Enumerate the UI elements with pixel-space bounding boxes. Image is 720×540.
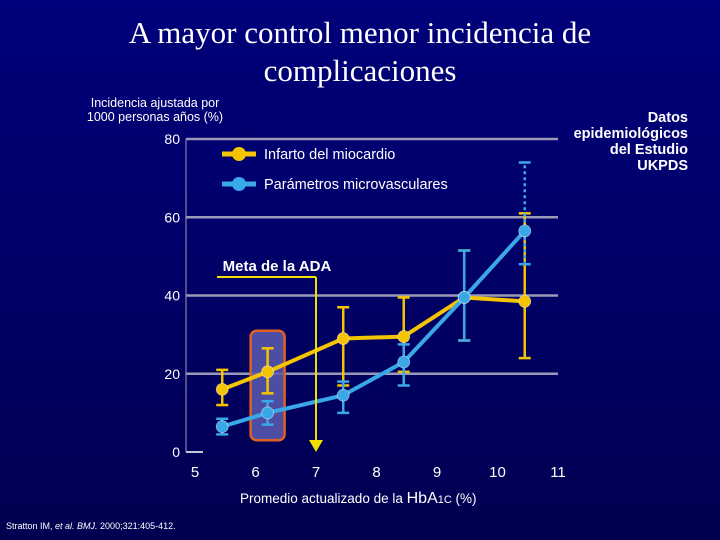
source-note: Datos epidemiológicos del Estudio UKPDS [538, 110, 688, 174]
data-point-microvascular-0 [215, 420, 229, 433]
citation-details: 2000;321:405-412. [97, 521, 176, 531]
x-axis-label-unit: (%) [451, 491, 477, 506]
data-point-infarto-2 [336, 332, 350, 345]
source-line-4: UKPDS [637, 158, 688, 174]
data-point-infarto-3 [397, 330, 411, 343]
data-point-infarto-0 [215, 382, 229, 396]
source-line-3: del Estudio [609, 142, 688, 158]
citation: Stratton IM, et al. BMJ. 2000;321:405-41… [6, 521, 176, 531]
x-tick-label-11: 11 [550, 464, 566, 481]
ada-goal-annotation: Meta de la ADA [217, 258, 331, 452]
x-tick-label-7: 7 [312, 464, 320, 481]
data-point-microvascular-5 [518, 224, 532, 238]
ada-goal-arrow-head [309, 440, 323, 452]
x-tick-label-6: 6 [251, 464, 259, 481]
legend-label-infarto: Infarto del miocardio [264, 147, 395, 163]
series-line-microvascular [221, 229, 527, 429]
y-axis-label-line-2: 1000 personas años (%) [86, 110, 224, 124]
y-tick-label-60: 60 [164, 209, 180, 225]
legend: Infarto del miocardio Parámetros microvas… [222, 147, 448, 193]
y-tick-label-40: 40 [164, 288, 180, 304]
y-axis-label-line-1: Incidencia ajustada por [90, 96, 220, 110]
x-tick-label-8: 8 [372, 464, 380, 481]
y-axis-label: Incidencia ajustada por 1000 personas añ… [60, 96, 250, 124]
x-tick-label-5: 5 [191, 464, 199, 481]
data-point-infarto-1 [261, 365, 275, 379]
data-point-infarto-5 [518, 294, 532, 308]
ada-goal-label: Meta de la ADA [223, 258, 332, 275]
citation-authors: Stratton IM, [6, 521, 56, 531]
data-point-microvascular-1 [261, 406, 275, 420]
data-point-microvascular-3 [397, 355, 411, 369]
axes [185, 139, 203, 453]
x-axis-label: Promedio actualizado de la HbA1C (%) [240, 490, 540, 508]
x-tick-label-9: 9 [433, 464, 441, 481]
series-points [215, 224, 532, 433]
x-axis-label-text: Promedio actualizado de la [240, 491, 407, 506]
y-tick-label-0: 0 [172, 444, 180, 460]
y-tick-label-20: 20 [164, 366, 180, 382]
data-point-microvascular-2 [336, 388, 350, 402]
source-line-2: epidemiológicos [573, 126, 688, 142]
tick-labels: 0 20 40 60 80 5 6 7 8 9 10 11 [164, 131, 565, 481]
y-tick-label-80: 80 [164, 131, 180, 147]
x-tick-label-10: 10 [489, 464, 506, 481]
title-line-2: complicaciones [263, 53, 457, 88]
error-bars [216, 161, 531, 436]
data-point-microvascular-4 [457, 291, 471, 304]
legend-marker-infarto [232, 147, 246, 161]
series-line-infarto [221, 295, 525, 392]
citation-journal: et al. BMJ. [55, 521, 98, 531]
legend-marker-microvascular [232, 177, 246, 191]
source-line-1: Datos [647, 110, 688, 126]
gridlines [186, 137, 558, 375]
legend-label-microvascular: Parámetros microvasculares [264, 177, 448, 193]
title-line-1: A mayor control menor incidencia de [128, 15, 592, 50]
x-axis-label-hba: HbA [406, 490, 438, 507]
series-lines [221, 229, 527, 429]
x-axis-label-subscript: 1C [437, 494, 452, 506]
page-title: A mayor control menor incidencia de comp… [0, 14, 720, 90]
